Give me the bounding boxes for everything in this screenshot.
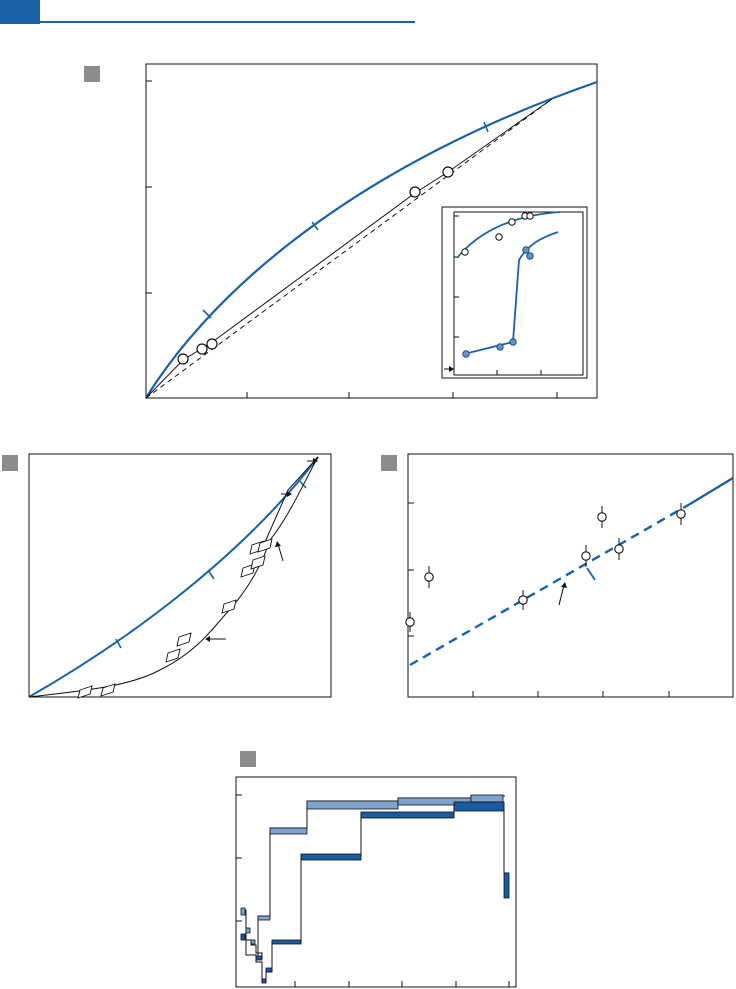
panel-c-point — [581, 551, 591, 561]
panel-b-black-branch — [261, 456, 319, 550]
panel-c-errorbars — [409, 503, 682, 632]
panel-c-fit-tick — [586, 567, 596, 581]
panel-d-dark-bars — [240, 801, 510, 984]
panel-label-b — [2, 455, 18, 471]
panel-d-bar — [265, 967, 273, 973]
panel-a-ticks — [146, 80, 558, 398]
panel-d-bar — [453, 801, 505, 812]
panel-d-frame — [235, 776, 517, 988]
panel-c-frame — [407, 453, 734, 698]
panel-c-fit-dashed — [409, 502, 691, 667]
inset-ticks — [454, 215, 542, 375]
panel-a-point — [409, 186, 421, 198]
inset-point — [526, 252, 534, 260]
panel-d — [235, 776, 517, 988]
panel-c-point — [424, 572, 434, 582]
panel-a-point — [196, 343, 208, 355]
panel-d-bar — [300, 853, 362, 861]
panel-d-bar — [257, 915, 271, 921]
panel-a-frame — [145, 63, 598, 399]
panel-d-light-step — [242, 795, 505, 959]
panel-label-a — [84, 66, 100, 82]
inset-axes — [453, 211, 584, 376]
panel-b-marker — [257, 538, 273, 553]
panel-c-point — [597, 512, 607, 522]
panel-a-black-line — [145, 98, 553, 399]
panel-c — [405, 453, 734, 698]
panel-c-arrow — [558, 582, 567, 606]
panel-a-points — [177, 166, 454, 365]
panel-d-bar — [271, 939, 302, 945]
panel-b-black-curve — [28, 456, 319, 698]
panel-b-arrows — [205, 458, 318, 642]
panel-c-ticks — [408, 502, 670, 697]
panel-b-curve-ticks — [115, 479, 307, 649]
panel-d-bar — [255, 955, 263, 961]
panel-a-point — [177, 353, 189, 365]
panel-b-marker — [221, 599, 237, 614]
panel-c-point — [405, 617, 415, 627]
panel-label-c — [381, 455, 397, 471]
panel-c-point — [518, 595, 528, 605]
panel-a-blue-curve — [145, 80, 598, 399]
inset-filled-points — [462, 246, 534, 358]
panel-c-point — [614, 544, 624, 554]
panel-b-marker — [176, 632, 192, 647]
inset-point — [462, 350, 470, 358]
panel-d-bar — [503, 872, 510, 899]
panel-label-d — [240, 751, 256, 767]
inset-point — [526, 212, 534, 220]
panel-d-bar — [261, 978, 267, 984]
panel-d-bar — [470, 794, 504, 803]
inset-lower-curve — [463, 231, 559, 355]
panel-d-ticks — [236, 794, 510, 987]
panel-a-point — [206, 338, 218, 350]
panel-d-bar — [360, 811, 455, 819]
panel-b-marker — [100, 683, 116, 697]
panel-d-light-bars — [240, 794, 504, 945]
panel-b-marker — [250, 555, 266, 570]
inset-point — [508, 218, 516, 226]
panel-d-bar — [240, 907, 246, 916]
panel-d-bar — [240, 933, 246, 941]
panel-a-curve-ticks — [202, 121, 489, 319]
panel-c-point — [676, 509, 686, 519]
panel-b-diamonds — [77, 538, 273, 699]
panel-d-bar — [306, 800, 399, 810]
inset-arrow — [444, 366, 454, 372]
header-tab — [0, 0, 40, 24]
inset-point — [461, 248, 469, 256]
panel-b-blue-curve — [28, 456, 319, 698]
inset-point — [495, 233, 503, 241]
panel-a-point — [442, 166, 454, 178]
panel-a — [145, 63, 598, 399]
inset-point — [509, 338, 517, 346]
panel-c-fit-solid — [689, 476, 734, 506]
panel-c-points — [405, 509, 686, 627]
panel-a-inset — [441, 206, 588, 379]
panel-b — [28, 453, 332, 699]
panel-b-frame — [28, 453, 332, 698]
inset-point — [522, 246, 530, 254]
panel-b-marker — [77, 685, 93, 699]
panel-d-bar — [269, 827, 308, 835]
panel-d-bar — [245, 927, 251, 934]
panel-b-marker — [165, 648, 181, 663]
header-rule — [40, 21, 415, 23]
inset-frame — [441, 206, 588, 379]
inset-point — [496, 343, 504, 351]
inset-open-points — [461, 212, 534, 256]
panel-d-bar — [250, 939, 256, 945]
